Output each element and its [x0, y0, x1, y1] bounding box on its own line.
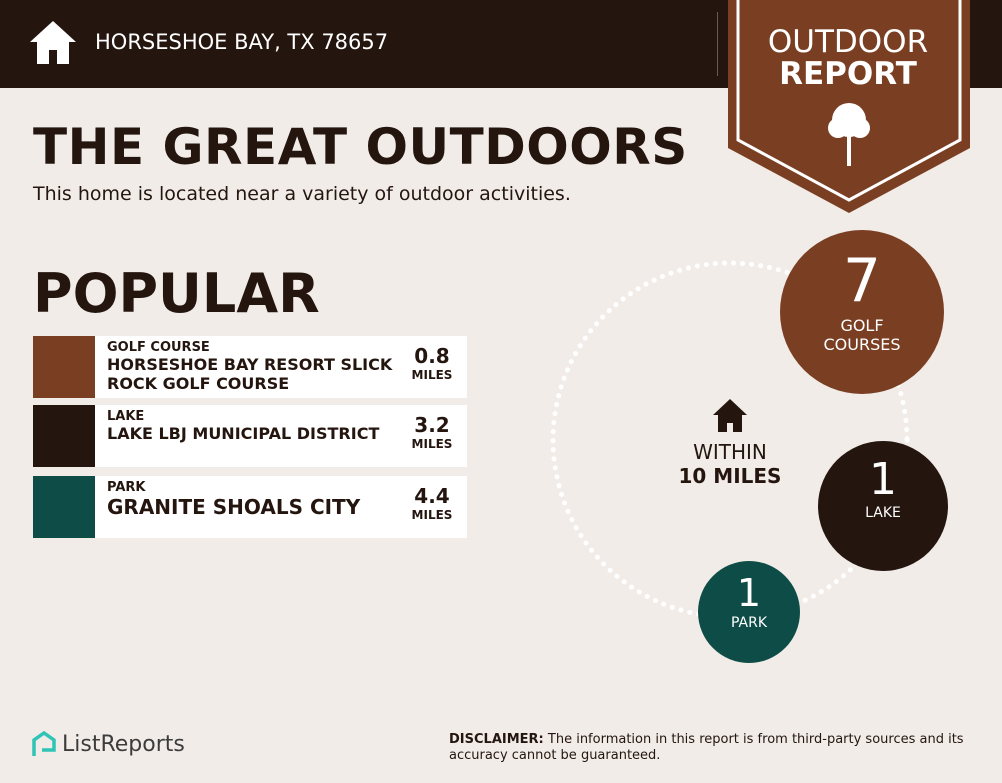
row-category: PARK [107, 480, 146, 495]
location: HORSESHOE BAY, TX 78657 [95, 30, 389, 54]
disclaimer: DISCLAIMER: The information in this repo… [449, 732, 979, 764]
row-name: LAKE LBJ MUNICIPAL DISTRICT [107, 424, 380, 443]
home-icon [30, 21, 76, 64]
row-text: PARK GRANITE SHOALS CITY [95, 476, 397, 538]
brand-logo [32, 730, 56, 756]
row-distance: 4.4 MILES [397, 476, 467, 538]
count-value: 1 [869, 454, 897, 505]
row-text: GOLF COURSE HORSESHOE BAY RESORT SLICK RO… [95, 336, 397, 398]
count-value: 1 [736, 571, 762, 616]
count-circle: 7 GOLF COURSES [780, 230, 944, 394]
within: WITHIN 10 MILES [640, 440, 820, 488]
row-name: GRANITE SHOALS CITY [107, 495, 361, 519]
count-label: LAKE [865, 505, 901, 521]
within-radius: 10 MILES [678, 464, 782, 488]
row-distance: 3.2 MILES [397, 405, 467, 467]
distance-value: 3.2 [414, 413, 450, 437]
row-name: HORSESHOE BAY RESORT SLICK ROCK GOLF COU… [107, 355, 393, 393]
title: THE GREAT OUTDOORS [33, 118, 688, 176]
row-category: GOLF COURSE [107, 340, 210, 355]
count-value: 7 [842, 246, 882, 317]
within-label: WITHIN [693, 440, 767, 464]
disclaimer-label: DISCLAIMER: [449, 732, 544, 747]
row-icon [33, 476, 95, 538]
row-icon [33, 405, 95, 467]
brand: ListReports [62, 732, 185, 757]
popular-row: PARK GRANITE SHOALS CITY 4.4 MILES [33, 476, 467, 538]
popular-row: GOLF COURSE HORSESHOE BAY RESORT SLICK RO… [33, 336, 467, 398]
popular-heading: POPULAR [33, 262, 320, 325]
radius-ring [550, 260, 910, 620]
count-label: PARK [730, 615, 768, 632]
distance-value: 0.8 [414, 344, 450, 368]
distance-unit: MILES [411, 437, 453, 451]
popular-row: LAKE LAKE LBJ MUNICIPAL DISTRICT 3.2 MILES [33, 405, 467, 467]
badge-line2: REPORT [779, 56, 917, 92]
row-category: LAKE [107, 409, 145, 424]
distance-value: 4.4 [414, 484, 450, 508]
badge-line1: OUTDOOR [767, 24, 929, 60]
disclaimer-text: The information in this report is from t… [449, 732, 964, 763]
count-circle: 1 LAKE [818, 441, 948, 571]
distance-unit: MILES [411, 368, 453, 382]
row-icon [33, 336, 95, 398]
row-distance: 0.8 MILES [397, 336, 467, 398]
count-circle: 1 PARK [698, 561, 800, 663]
subtitle: This home is located near a variety of o… [33, 183, 571, 205]
count-label: GOLF COURSES [823, 316, 901, 355]
badge-text: OUTDOOR REPORT [728, 26, 968, 90]
badge [728, 0, 970, 213]
distance-unit: MILES [411, 508, 453, 522]
row-text: LAKE LAKE LBJ MUNICIPAL DISTRICT [95, 405, 397, 467]
